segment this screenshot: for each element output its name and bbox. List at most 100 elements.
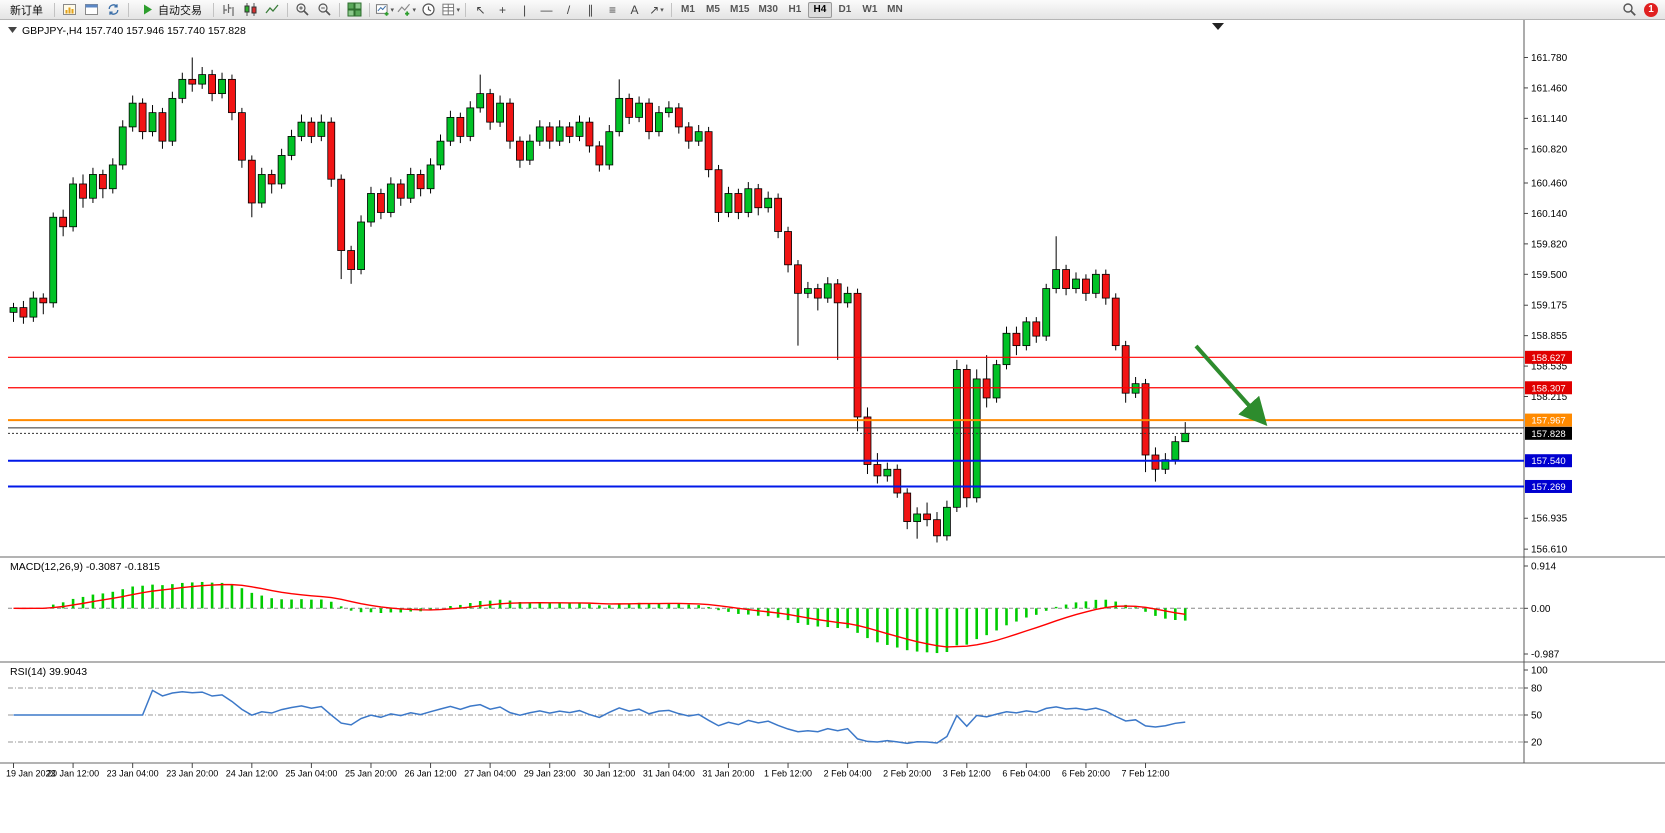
toolbar-right: 1 — [1619, 1, 1662, 19]
price-axis-label: 160.820 — [1531, 144, 1568, 155]
price-badge — [1525, 479, 1572, 493]
candle-bullish — [952, 369, 961, 508]
macd-axis-label: 0.914 — [1531, 562, 1556, 573]
candle-bullish — [317, 121, 326, 137]
price-axis-label: 159.175 — [1531, 301, 1568, 312]
trendline-button[interactable]: / — [558, 1, 579, 19]
candle-bearish — [863, 416, 872, 465]
time-axis-label: 26 Jan 12:00 — [405, 769, 457, 779]
new-chart-button[interactable]: ▾ — [374, 1, 395, 19]
candle-bearish — [565, 126, 574, 137]
bar-chart-button[interactable] — [218, 1, 239, 19]
trendline-icon: / — [566, 2, 571, 17]
candle-bearish — [923, 513, 931, 521]
timeframe-w1-button[interactable]: W1 — [858, 2, 882, 18]
rsi-axis-label: 20 — [1531, 738, 1543, 749]
one-click-trading-toggle[interactable] — [8, 27, 17, 33]
candle-bullish — [1072, 278, 1080, 289]
tile-windows-icon — [347, 2, 362, 17]
tile-windows-button[interactable] — [344, 1, 365, 19]
timeframe-h4-button[interactable]: H4 — [807, 1, 832, 18]
candle-bearish — [1012, 332, 1021, 347]
time-axis-label: 19 Jan 2023 — [6, 769, 56, 779]
timeframe-m15-button[interactable]: M15 — [726, 2, 753, 18]
candle-bullish — [9, 307, 18, 313]
candle-bearish — [1111, 297, 1120, 347]
zoom-in-icon — [296, 3, 309, 16]
price-badge-label: 157.967 — [1531, 416, 1565, 427]
period-clock-button[interactable] — [418, 1, 439, 19]
timeframe-m5-button[interactable]: M5 — [701, 2, 725, 18]
zoom-out-button[interactable] — [314, 1, 335, 19]
arrows-button[interactable]: ↗ ▾ — [646, 1, 667, 19]
text-icon: A — [630, 2, 639, 17]
text-button[interactable]: A — [624, 1, 645, 19]
horizontal-line-button[interactable]: — — [536, 1, 557, 19]
notification-badge[interactable]: 1 — [1644, 2, 1658, 17]
toolbar-separator — [465, 2, 466, 17]
search-button[interactable] — [1619, 1, 1640, 19]
timeframe-m1-button[interactable]: M1 — [676, 2, 700, 18]
candle-bullish — [655, 112, 663, 133]
time-axis-label: 30 Jan 12:00 — [583, 769, 635, 779]
cursor-button[interactable]: ↖ — [470, 1, 491, 19]
candlestick-chart-button[interactable] — [240, 1, 261, 19]
candle-bullish — [198, 74, 207, 85]
candle-bullish — [664, 107, 673, 114]
time-axis-label: 6 Feb 20:00 — [1062, 769, 1110, 779]
indicators-icon — [397, 3, 410, 16]
candle-bearish — [327, 121, 336, 180]
candle-bullish — [535, 126, 544, 142]
chart-wrapper: 161.780 161.460 161.140 160.820 160.460 160.1… — [0, 20, 1665, 833]
new-order-label: 新订单 — [10, 4, 43, 17]
zoom-in-button[interactable] — [292, 1, 313, 19]
templates-button[interactable]: ▾ — [440, 1, 461, 19]
chart-shift-marker[interactable] — [1212, 23, 1224, 30]
candle-bullish — [843, 292, 852, 304]
autotrading-label: 自动交易 — [158, 4, 202, 17]
timeframe-d1-button[interactable]: D1 — [833, 2, 857, 18]
new-order-button[interactable]: 新订单 — [3, 1, 50, 19]
profiles-icon — [85, 4, 98, 15]
autotrading-button[interactable]: 自动交易 — [133, 1, 209, 19]
candle-bearish — [59, 216, 68, 228]
candle-bearish — [247, 159, 256, 204]
candle-bullish — [1131, 383, 1140, 394]
candle-bearish — [1101, 273, 1110, 299]
rsi-axis-label: 80 — [1531, 684, 1543, 695]
trend-arrow[interactable] — [1194, 344, 1268, 426]
fibonacci-button[interactable]: ≡ — [602, 1, 623, 19]
price-axis-label: 158.535 — [1531, 362, 1568, 373]
dropdown-caret: ▾ — [660, 6, 664, 14]
candle-bearish — [774, 197, 783, 232]
candle-bullish — [724, 193, 733, 213]
indicators-button[interactable]: ▾ — [396, 1, 417, 19]
macd-signal-line — [13, 583, 1186, 648]
toolbar-separator — [213, 2, 214, 17]
timeframe-mn-button[interactable]: MN — [883, 2, 907, 18]
candle-bearish — [138, 102, 147, 133]
timeframe-h1-button[interactable]: H1 — [783, 2, 807, 18]
candle-bullish — [277, 155, 286, 185]
candle-bullish — [943, 506, 951, 537]
vertical-line-button[interactable]: | — [514, 1, 535, 19]
time-axis-label: 29 Jan 23:00 — [524, 769, 576, 779]
candle-bearish — [734, 193, 743, 213]
line-chart-button[interactable] — [262, 1, 283, 19]
equidistant-channel-button[interactable]: ∥ — [580, 1, 601, 19]
refresh-button[interactable] — [103, 1, 124, 19]
candle-bearish — [1062, 269, 1070, 289]
time-axis-label: 7 Feb 12:00 — [1121, 769, 1169, 779]
price-badge — [1525, 350, 1572, 364]
candle-bearish — [714, 169, 723, 213]
chart-area[interactable]: 161.780 161.460 161.140 160.820 160.460 160.1… — [0, 20, 1665, 833]
profiles-button[interactable] — [81, 1, 102, 19]
chart-window-button[interactable] — [59, 1, 80, 19]
price-axis-label: 161.460 — [1531, 83, 1568, 94]
candle-bullish — [29, 297, 38, 318]
timeframe-m30-button[interactable]: M30 — [754, 2, 781, 18]
candle-bullish — [525, 140, 534, 161]
crosshair-button[interactable]: + — [492, 1, 513, 19]
candle-bearish — [516, 140, 524, 161]
candle-bearish — [595, 145, 604, 166]
